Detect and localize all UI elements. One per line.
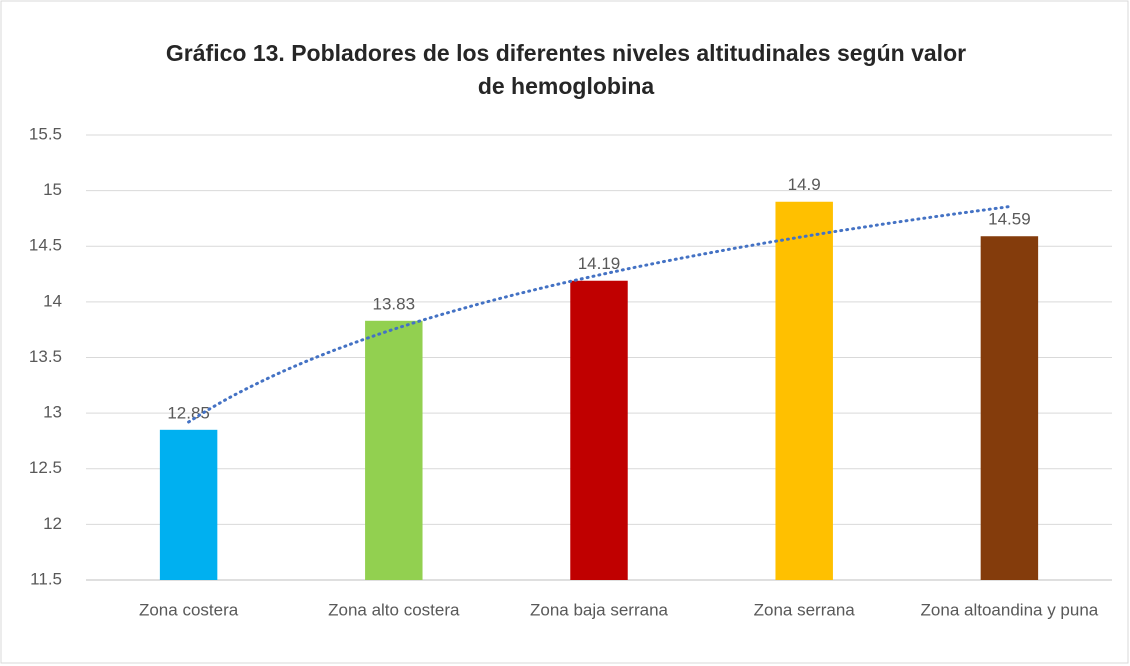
bar: [980, 236, 1039, 581]
x-tick-label: Zona baja serrana: [530, 600, 669, 619]
trendline: [187, 205, 1011, 424]
y-tick-label: 14: [43, 291, 62, 310]
y-tick-label: 15.5: [29, 124, 62, 143]
x-tick-label: Zona alto costera: [328, 600, 460, 619]
bar: [570, 280, 628, 580]
data-label: 14.59: [988, 210, 1031, 229]
bar: [365, 320, 423, 580]
chart-title: Gráfico 13. Pobladores de los diferentes…: [166, 40, 966, 66]
y-tick-label: 11.5: [30, 569, 62, 588]
data-label: 14.19: [578, 254, 621, 273]
x-tick-label: Zona altoandina y puna: [921, 600, 1099, 619]
data-label: 14.9: [788, 175, 821, 194]
y-tick-label: 13.5: [29, 347, 62, 366]
data-label: 13.83: [373, 294, 416, 313]
y-tick-label: 15: [43, 180, 62, 199]
bar: [159, 429, 218, 580]
chart-title: de hemoglobina: [478, 73, 655, 99]
y-tick-label: 12.5: [29, 458, 62, 477]
bar: [775, 201, 833, 580]
x-tick-label: Zona costera: [139, 600, 239, 619]
y-tick-label: 14.5: [29, 236, 62, 255]
x-tick-label: Zona serrana: [754, 600, 856, 619]
y-tick-label: 12: [43, 514, 62, 533]
y-tick-label: 13: [43, 403, 62, 422]
data-label: 12.85: [167, 403, 210, 422]
